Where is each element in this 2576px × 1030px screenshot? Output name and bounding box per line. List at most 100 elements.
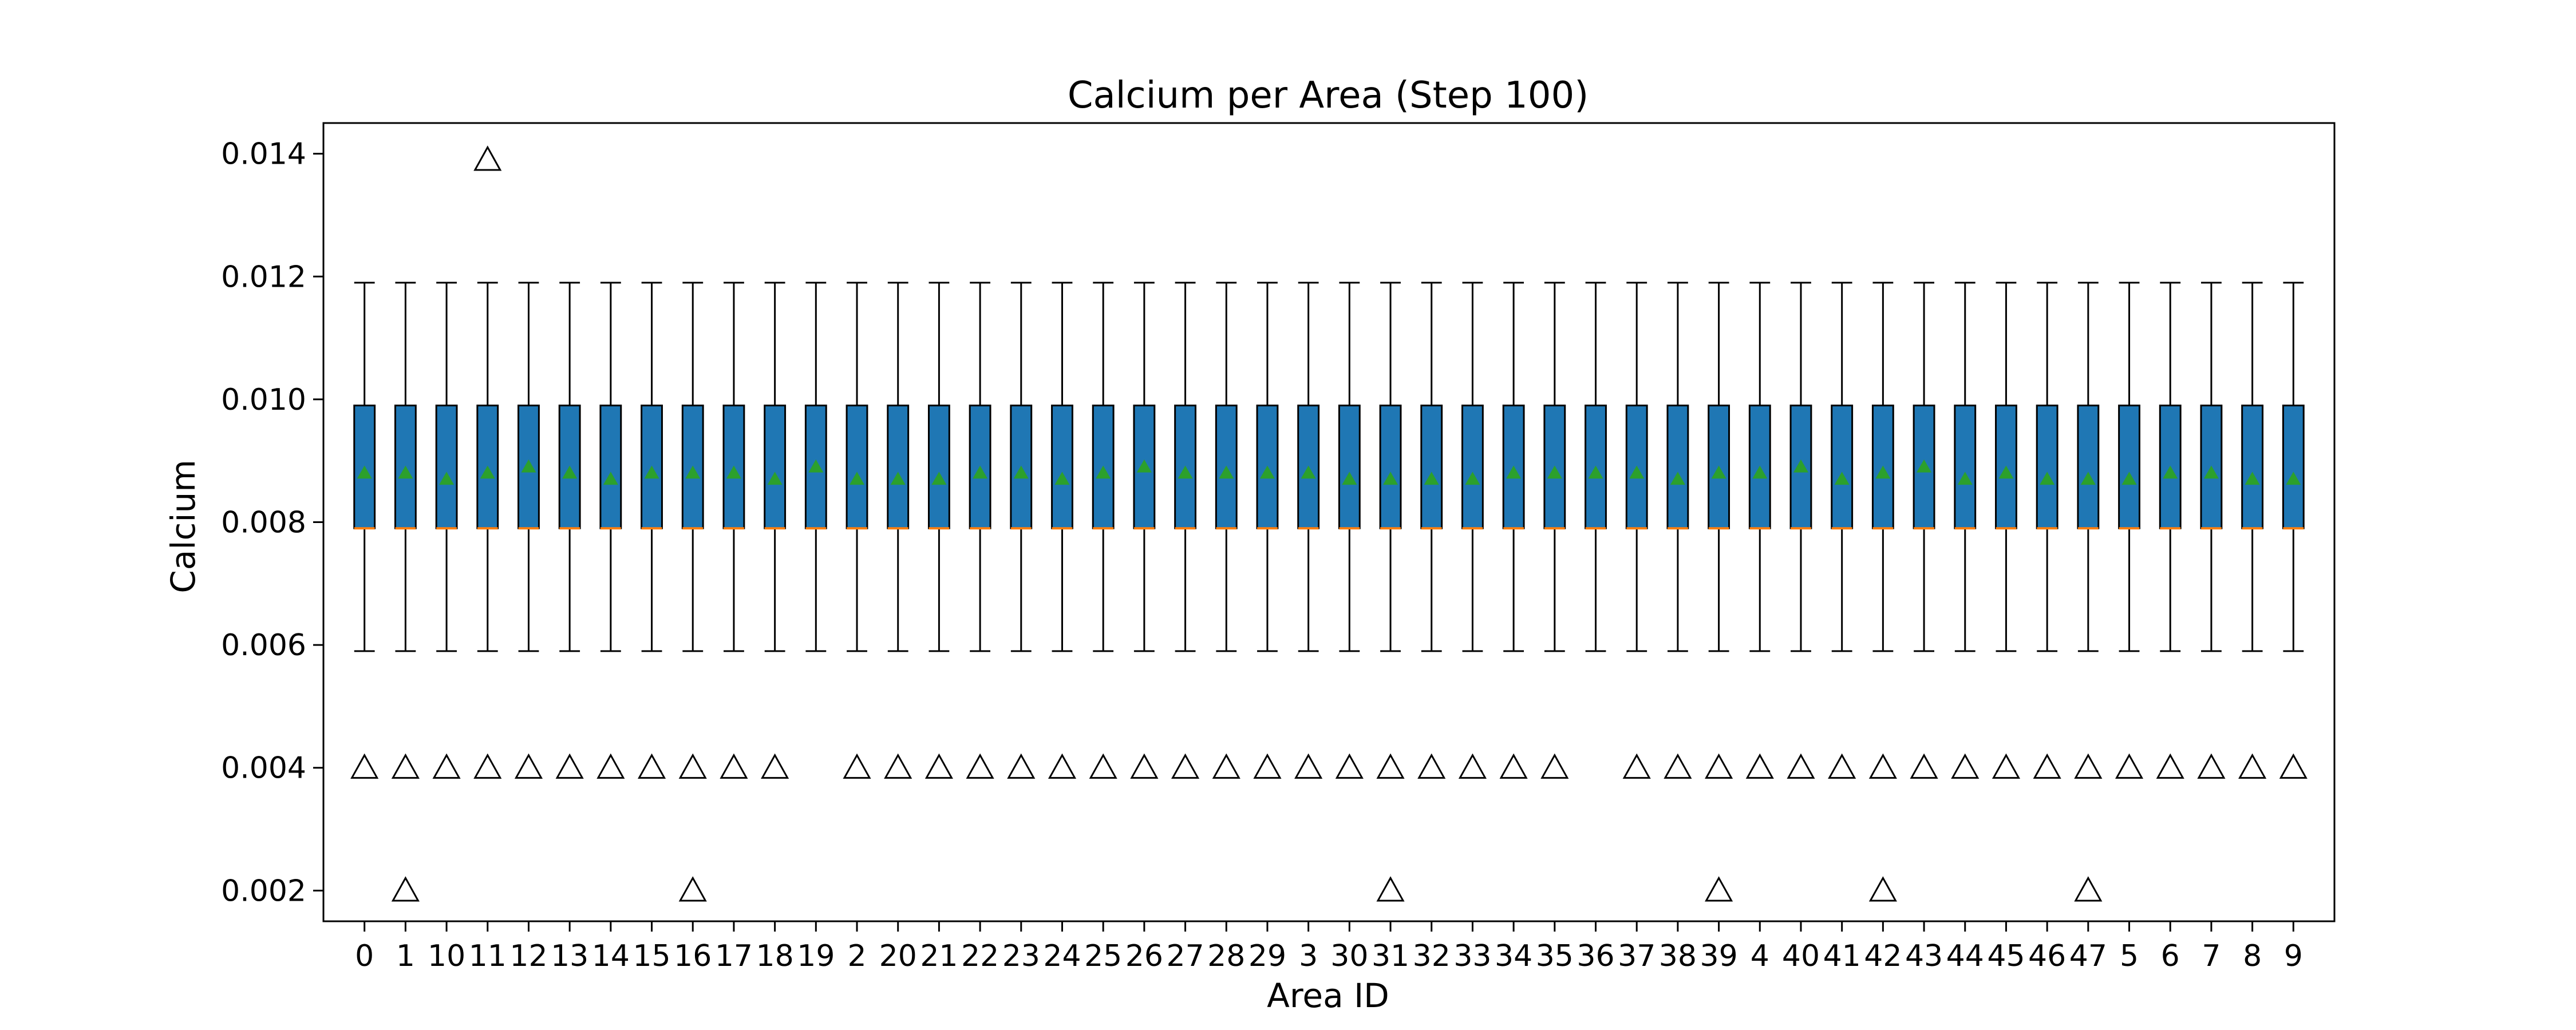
x-tick-label: 22	[961, 939, 999, 973]
box-body	[846, 405, 868, 529]
y-tick-label: 0.002	[221, 874, 306, 908]
outlier-marker	[2115, 753, 2144, 779]
x-tick-label: 23	[1002, 939, 1040, 973]
mean-marker	[2040, 472, 2055, 485]
box-28	[1215, 282, 1238, 652]
x-tick-label: 7	[2202, 939, 2221, 973]
box-44	[1954, 282, 1977, 652]
outlier-marker	[1007, 753, 1036, 779]
y-tick-label: 0.012	[221, 260, 306, 294]
x-tick-label: 20	[879, 939, 917, 973]
x-tick-label: 45	[1987, 939, 2025, 973]
x-tick-label: 37	[1618, 939, 1656, 973]
box-11	[476, 282, 499, 652]
outlier-marker	[720, 753, 748, 779]
mean-marker	[1998, 465, 2014, 479]
mean-marker	[603, 472, 618, 485]
outlier-marker	[1705, 876, 1733, 902]
y-axis-label: Calcium	[164, 459, 203, 593]
y-tick-label: 0.014	[221, 137, 306, 172]
outlier-marker	[2156, 753, 2184, 779]
box-series	[353, 282, 2305, 652]
mean-marker	[1506, 465, 1522, 479]
outlier-marker	[391, 876, 420, 902]
x-tick-label: 44	[1946, 939, 1984, 973]
mean-marker	[2286, 472, 2301, 485]
mean-marker	[685, 465, 701, 479]
box-20	[887, 282, 910, 652]
x-tick-label: 2	[847, 939, 866, 973]
outlier-marker	[761, 753, 789, 779]
box-21	[927, 282, 950, 652]
box-46	[2036, 282, 2059, 652]
x-tick-label: 27	[1166, 939, 1204, 973]
outlier-marker	[514, 753, 543, 779]
y-tick-label: 0.010	[221, 383, 306, 417]
box-27	[1174, 282, 1196, 652]
x-tick-label: 11	[469, 939, 507, 973]
mean-marker	[1342, 472, 1357, 485]
box-12	[517, 282, 540, 652]
outlier-marker	[2074, 876, 2103, 902]
x-tick-label: 46	[2028, 939, 2066, 973]
outlier-marker	[473, 145, 502, 171]
outlier-marker	[1089, 753, 1117, 779]
outlier-marker	[1417, 753, 1446, 779]
mean-marker	[357, 465, 372, 479]
mean-marker	[1054, 472, 1070, 485]
box-4	[1748, 282, 1771, 652]
box-body	[558, 405, 581, 529]
x-tick-label: 29	[1249, 939, 1286, 973]
box-8	[2241, 282, 2264, 652]
box-32	[1420, 282, 1443, 652]
outlier-marker	[1910, 753, 1938, 779]
box-6	[2159, 282, 2182, 652]
box-23	[1010, 282, 1033, 652]
outlier-marker	[1868, 876, 1897, 902]
mean-marker	[1957, 472, 1973, 485]
outlier-marker	[2279, 753, 2308, 779]
plot-frame	[322, 122, 2336, 922]
mean-marker	[1875, 465, 1891, 479]
box-body	[1420, 405, 1443, 529]
box-body	[927, 405, 950, 529]
x-tick-label: 25	[1084, 939, 1122, 973]
box-body	[1092, 405, 1115, 529]
mean-marker	[2121, 472, 2137, 485]
x-tick-label: 26	[1125, 939, 1163, 973]
mean-marker	[931, 472, 947, 485]
y-tick-label: 0.006	[221, 628, 306, 663]
box-body	[599, 405, 622, 529]
x-tick-label: 35	[1536, 939, 1574, 973]
box-body	[2118, 405, 2140, 529]
box-1	[394, 282, 417, 652]
box-31	[1379, 282, 1402, 652]
x-tick-label: 4	[1751, 939, 1769, 973]
box-body	[1379, 405, 1402, 529]
x-tick-label: 14	[592, 939, 630, 973]
outlier-marker	[1868, 753, 1897, 779]
box-body	[2077, 405, 2100, 529]
mean-marker	[1547, 465, 1562, 479]
box-body	[1831, 405, 1854, 529]
box-13	[558, 282, 581, 652]
x-tick-label: 41	[1823, 939, 1861, 973]
box-39	[1708, 282, 1730, 652]
outlier-marker	[1294, 753, 1323, 779]
box-35	[1543, 282, 1566, 652]
x-tick-label: 17	[715, 939, 753, 973]
x-tick-label: 30	[1330, 939, 1368, 973]
box-25	[1092, 282, 1115, 652]
outlier-marker	[924, 753, 953, 779]
box-45	[1995, 282, 2017, 652]
x-tick-label: 32	[1413, 939, 1451, 973]
box-body	[2241, 405, 2264, 529]
box-body	[435, 405, 458, 529]
outlier-marker	[1130, 753, 1159, 779]
mean-marker	[439, 472, 455, 485]
outlier-marker	[1992, 753, 2020, 779]
box-body	[1051, 405, 1073, 529]
mean-marker	[1301, 465, 1316, 479]
outlier-marker	[1376, 753, 1405, 779]
